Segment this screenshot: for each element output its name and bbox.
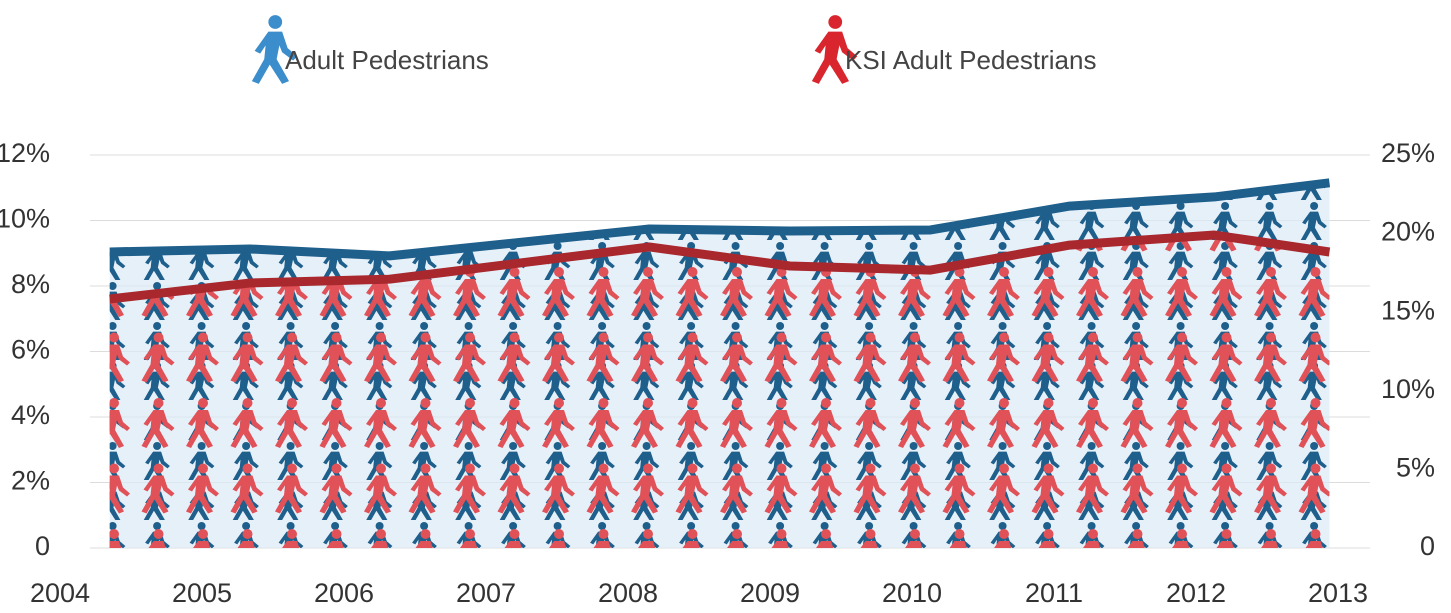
x-tick-label: 2012 xyxy=(1166,578,1226,608)
x-tick-label: 2010 xyxy=(882,578,942,608)
x-tick-label: 2011 xyxy=(1025,578,1083,608)
y2-tick-label: 20% xyxy=(1381,217,1435,247)
y-tick-label: 8% xyxy=(11,269,50,299)
y2-tick-label: 5% xyxy=(1396,453,1435,483)
y-tick-label: 4% xyxy=(11,400,50,430)
y-tick-label: 2% xyxy=(11,466,50,496)
legend-label: Adult Pedestrians xyxy=(285,45,489,75)
y2-tick-label: 10% xyxy=(1381,374,1435,404)
y-tick-label: 12% xyxy=(0,138,50,168)
legend-label: KSI Adult Pedestrians xyxy=(845,45,1096,75)
x-tick-label: 2008 xyxy=(598,578,658,608)
x-tick-label: 2009 xyxy=(740,578,800,608)
y-tick-label: 0 xyxy=(35,531,50,561)
x-tick-label: 2007 xyxy=(456,578,516,608)
y2-tick-label: 0 xyxy=(1420,531,1435,561)
x-tick-label: 2013 xyxy=(1308,578,1368,608)
chart: 0 2% 4% 6% 8% 10% 12% 0 5% 10% 15% 20% 25% 2004 2005 20… xyxy=(0,0,1451,613)
x-tick-label: 2006 xyxy=(314,578,374,608)
y-tick-label: 10% xyxy=(0,204,50,234)
y2-tick-label: 25% xyxy=(1381,138,1435,168)
y2-tick-label: 15% xyxy=(1381,295,1435,325)
y-tick-label: 6% xyxy=(11,335,50,365)
x-tick-label: 2004 xyxy=(30,578,90,608)
x-tick-label: 2005 xyxy=(172,578,232,608)
